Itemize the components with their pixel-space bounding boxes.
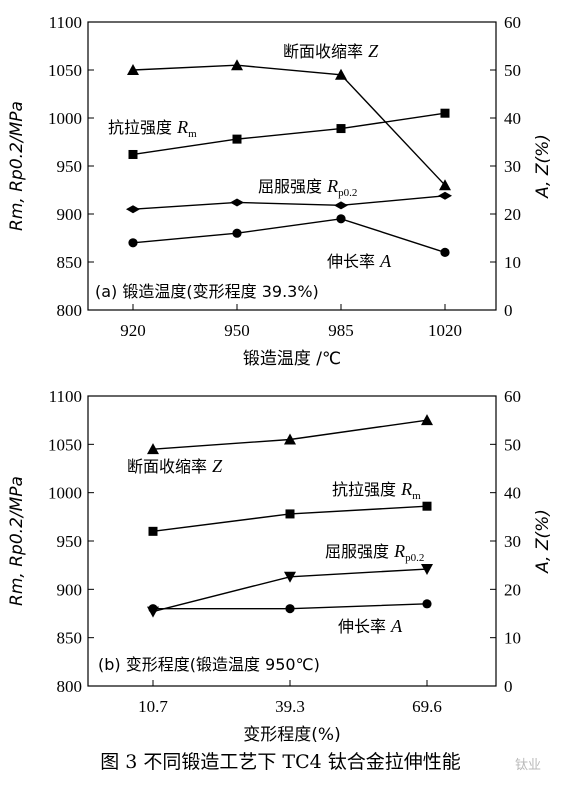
y-right-tick-label: 20 (504, 580, 521, 599)
series-label: 伸长率 A (338, 616, 403, 636)
y-left-tick-label: 900 (57, 580, 83, 599)
y-left-tick-label: 1050 (48, 61, 82, 80)
y-right-tick-label: 50 (504, 435, 521, 454)
data-point (148, 526, 158, 536)
y-right-tick-label: 50 (504, 61, 521, 80)
data-point (284, 433, 296, 445)
series-label: 抗拉强度 Rm (108, 117, 197, 140)
data-point (284, 571, 296, 583)
panel-label: (b) 变形程度(锻造温度 950℃) (98, 655, 320, 674)
data-point (230, 198, 244, 207)
data-point (126, 205, 140, 214)
x-tick-label: 920 (120, 321, 146, 340)
y-left-tick-label: 800 (57, 301, 83, 320)
x-tick-label: 39.3 (275, 697, 305, 716)
series-label: 屈服强度 Rp0.2 (325, 541, 424, 564)
data-point (334, 201, 348, 210)
y-left-tick-label: 1000 (48, 109, 82, 128)
y-right-tick-label: 60 (504, 387, 521, 406)
y-right-tick-label: 10 (504, 253, 521, 272)
series-label: 伸长率 A (327, 251, 392, 271)
y-right-tick-label: 30 (504, 157, 521, 176)
data-point (285, 509, 295, 519)
y-left-tick-label: 1100 (49, 13, 82, 32)
y-right-tick-label: 40 (504, 484, 521, 503)
y-right-tick-label: 60 (504, 13, 521, 32)
data-point (438, 191, 452, 200)
data-point (336, 214, 346, 224)
series-label: 屈服强度 Rp0.2 (258, 176, 357, 199)
series-label: 断面收缩率 Z (283, 41, 379, 61)
data-point (128, 238, 138, 248)
y-left-tick-label: 1000 (48, 484, 82, 503)
series-line (132, 64, 446, 186)
data-point (336, 124, 346, 134)
y-right-tick-label: 0 (504, 677, 513, 696)
data-point (231, 59, 243, 71)
x-tick-label: 69.6 (412, 697, 442, 716)
x-tick-label: 950 (224, 321, 250, 340)
y-left-tick-label: 900 (57, 205, 83, 224)
y-left-tick-label: 850 (57, 629, 83, 648)
x-tick-label: 1020 (428, 321, 462, 340)
y-left-tick-label: 950 (57, 532, 83, 551)
data-point (128, 149, 138, 159)
plot-frame (87, 21, 497, 311)
y-right-tick-label: 40 (504, 109, 521, 128)
y-right-tick-label: 30 (504, 532, 521, 551)
watermark: 钛业 (514, 758, 541, 773)
x-tick-label: 985 (328, 321, 354, 340)
chart-panel-a: 8008509009501000105011000102030405060920… (7, 13, 553, 369)
y-right-axis-title: A, Z(%) (533, 509, 553, 574)
figure-chart: 8008509009501000105011000102030405060920… (7, 13, 553, 745)
y-left-axis-title: Rm, Rp0.2/MPa (7, 476, 27, 606)
series-label: 断面收缩率 Z (127, 456, 223, 476)
data-point (421, 414, 433, 426)
y-left-tick-label: 800 (57, 677, 83, 696)
data-point (422, 501, 432, 511)
y-left-tick-label: 1050 (48, 435, 82, 454)
series-line (132, 218, 446, 254)
x-axis-title: 锻造温度 /℃ (243, 349, 341, 369)
series-line (132, 195, 446, 210)
y-right-tick-label: 20 (504, 205, 521, 224)
x-tick-label: 10.7 (138, 697, 168, 716)
y-right-axis-title: A, Z(%) (533, 134, 553, 199)
y-right-tick-label: 0 (504, 301, 513, 320)
panel-label: (a) 锻造温度(变形程度 39.3%) (95, 282, 319, 301)
y-left-axis-title: Rm, Rp0.2/MPa (7, 101, 27, 231)
data-point (440, 108, 450, 118)
figure-caption: 图 3 不同锻造工艺下 TC4 钛合金拉伸性能 (100, 751, 461, 773)
series-label: 抗拉强度 Rm (332, 479, 421, 502)
data-point (421, 564, 433, 576)
data-point (335, 68, 347, 80)
series-line (132, 112, 446, 156)
data-point (285, 604, 295, 614)
data-point (127, 64, 139, 75)
x-axis-title: 变形程度(%) (243, 725, 340, 745)
data-point (439, 179, 451, 191)
data-point (148, 604, 158, 614)
data-point (232, 228, 242, 238)
chart-panel-b: 800 850 900 950 1000 1050 1100 0 10 20 30 40 50 60 10.… (7, 387, 553, 745)
data-point (232, 134, 242, 144)
y-left-tick-label: 1100 (49, 387, 82, 406)
data-point (422, 599, 432, 609)
y-left-tick-label: 950 (57, 157, 83, 176)
data-point (147, 443, 159, 455)
y-left-tick-label: 850 (57, 253, 83, 272)
y-right-tick-label: 10 (504, 629, 521, 648)
data-point (440, 247, 450, 257)
